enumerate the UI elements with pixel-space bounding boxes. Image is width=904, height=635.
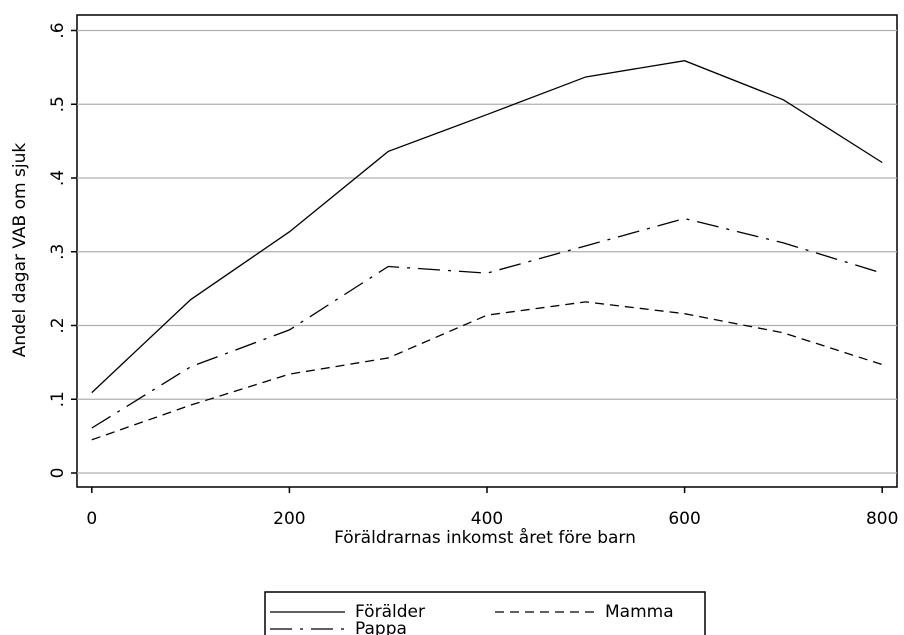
y-tick-label: .3 [48, 244, 68, 260]
y-tick-label: .2 [48, 317, 68, 333]
x-tick-label: 400 [471, 509, 503, 529]
series-line [91, 217, 883, 429]
y-tick-label: .4 [48, 170, 68, 186]
legend-label: Pappa [355, 619, 407, 635]
x-tick-label: 600 [668, 509, 700, 529]
y-tick-label: .6 [48, 22, 68, 38]
legend-box [264, 591, 706, 635]
x-tick-label: 200 [273, 509, 305, 529]
x-axis-label: Föräldrarnas inkomst året före barn [334, 527, 636, 548]
x-tick-label: 0 [86, 509, 97, 529]
legend-label: Mamma [605, 602, 674, 622]
plot-area [76, 14, 898, 488]
x-tick-label: 800 [866, 509, 898, 529]
series-line [91, 60, 883, 394]
y-tick-label: .5 [48, 96, 68, 112]
legend-label: Förälder [355, 602, 425, 622]
y-axis-label: Andel dagar VAB om sjuk [10, 143, 30, 358]
y-tick-label: .1 [48, 391, 68, 407]
y-tick-label: 0 [48, 468, 68, 479]
series-line [91, 301, 883, 441]
